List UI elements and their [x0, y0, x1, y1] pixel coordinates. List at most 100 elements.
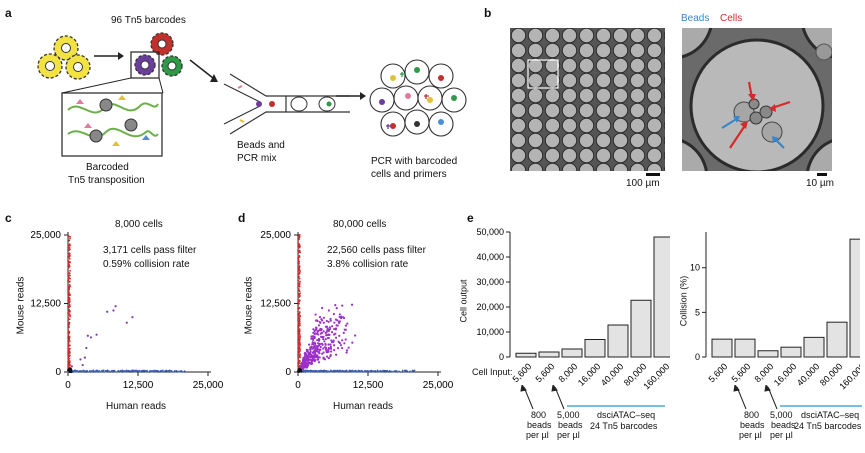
bar: [630, 299, 652, 358]
data-point-mouse: [68, 326, 70, 329]
data-point-mouse: [298, 290, 301, 292]
data-point-human: [90, 370, 93, 373]
scale-label-left: 100 µm: [626, 178, 660, 189]
scatter-plot-c: 00 12,500 12,500 25,000 25,000: [30, 230, 224, 391]
data-point-mouse: [67, 285, 70, 288]
y-tick-label: 0: [55, 367, 61, 378]
data-point-human: [354, 370, 357, 373]
data-point-collision: [322, 330, 325, 333]
data-point-mouse: [297, 279, 300, 282]
data-point-mouse: [298, 362, 301, 365]
data-point-human: [377, 370, 380, 373]
data-point-collision: [330, 350, 333, 353]
data-point-collision: [345, 349, 349, 352]
data-point-mouse: [67, 363, 69, 366]
data-point-mouse: [68, 239, 71, 242]
data-point-mouse: [297, 354, 300, 356]
data-point-mouse: [299, 314, 301, 317]
data-point-collision: [327, 343, 330, 346]
bar: [826, 321, 848, 358]
data-point-human: [392, 370, 395, 373]
bar: [653, 236, 670, 358]
data-point-collision: [310, 354, 314, 357]
data-point-collision: [95, 333, 98, 336]
chart-d-ylabel: Mouse reads: [243, 276, 255, 335]
data-point-collision: [318, 315, 322, 319]
note1-line2: beads: [527, 420, 552, 430]
data-point-collision: [309, 346, 312, 349]
data-point-mouse: [297, 324, 300, 327]
data-point-collision: [321, 343, 324, 346]
x-tick-label: 40,000: [599, 361, 626, 388]
data-point-mouse: [69, 237, 72, 240]
data-point-human: [341, 370, 344, 373]
data-point-mouse: [67, 262, 70, 265]
arrow-icon: [189, 59, 218, 82]
droplet-micrograph-wide: [510, 28, 665, 171]
x-tick-label: 40,000: [795, 361, 822, 388]
data-point-mouse: [67, 255, 70, 258]
data-point-collision: [322, 321, 325, 324]
data-point-collision: [325, 334, 328, 337]
cells-legend: Cells: [720, 13, 743, 24]
note1-right-line2: beads: [740, 420, 765, 430]
scatter-plot-d: 00 12,500 12,500 25,000 25,000: [260, 230, 453, 391]
data-point-mouse: [298, 282, 301, 285]
data-point-human: [92, 371, 95, 373]
data-point-collision: [322, 316, 326, 319]
data-point-mouse: [297, 356, 300, 359]
data-point-human: [401, 369, 404, 372]
data-point-mouse: [298, 332, 301, 335]
data-point-human: [345, 370, 348, 373]
data-point-collision: [346, 322, 349, 325]
data-point-collision: [310, 335, 313, 338]
beads-label-line2: PCR mix: [237, 153, 277, 164]
data-point-collision: [310, 362, 313, 365]
data-point-collision: [317, 361, 321, 364]
note2-right-line2: beads: [771, 420, 796, 430]
data-point-human: [359, 370, 362, 373]
data-point-human: [151, 370, 153, 373]
data-point-human: [374, 369, 377, 372]
data-point-collision: [310, 337, 313, 340]
data-point-human: [308, 370, 311, 373]
data-point-mouse: [67, 235, 70, 238]
chart-c-annotation2: 0.59% collision rate: [103, 259, 190, 270]
data-point-human: [76, 370, 78, 372]
data-point-human: [315, 370, 317, 372]
x-tick-label: 25,000: [193, 380, 224, 391]
data-point-human: [388, 370, 391, 372]
data-point-mouse: [67, 298, 70, 301]
data-point-mouse: [68, 303, 71, 306]
data-point-human: [105, 370, 108, 372]
data-point-collision: [325, 355, 329, 358]
data-point-collision: [316, 330, 319, 334]
data-point-mouse: [67, 264, 69, 267]
data-point-mouse: [67, 354, 70, 357]
data-point-human: [119, 369, 122, 372]
data-point-collision: [334, 318, 338, 321]
data-point-human: [138, 369, 141, 372]
data-point-collision: [315, 349, 318, 352]
bar: [607, 324, 629, 358]
bar-chart-cell-output: 0 10,000 20,000 30,000 40,000 50,000 5,600 5,60…: [476, 227, 670, 391]
data-point-collision: [330, 330, 334, 334]
panel-letter-d: d: [238, 211, 246, 225]
data-point-collision: [304, 352, 308, 356]
data-point-human: [352, 370, 354, 373]
data-point-collision: [314, 313, 317, 316]
data-point-human: [136, 370, 139, 372]
data-point-collision: [324, 338, 327, 341]
data-point-human: [128, 369, 131, 372]
data-point-collision: [312, 331, 315, 334]
chart-e-right-ylabel: Collision (%): [678, 275, 689, 327]
data-point-collision: [89, 336, 93, 339]
data-point-collision: [307, 352, 310, 355]
panel-letter-b: b: [484, 6, 492, 20]
data-point-mouse: [298, 234, 301, 236]
data-point-human: [100, 370, 103, 373]
data-point-collision: [329, 354, 332, 357]
data-point-collision: [313, 341, 316, 344]
data-point-mouse: [299, 280, 301, 283]
